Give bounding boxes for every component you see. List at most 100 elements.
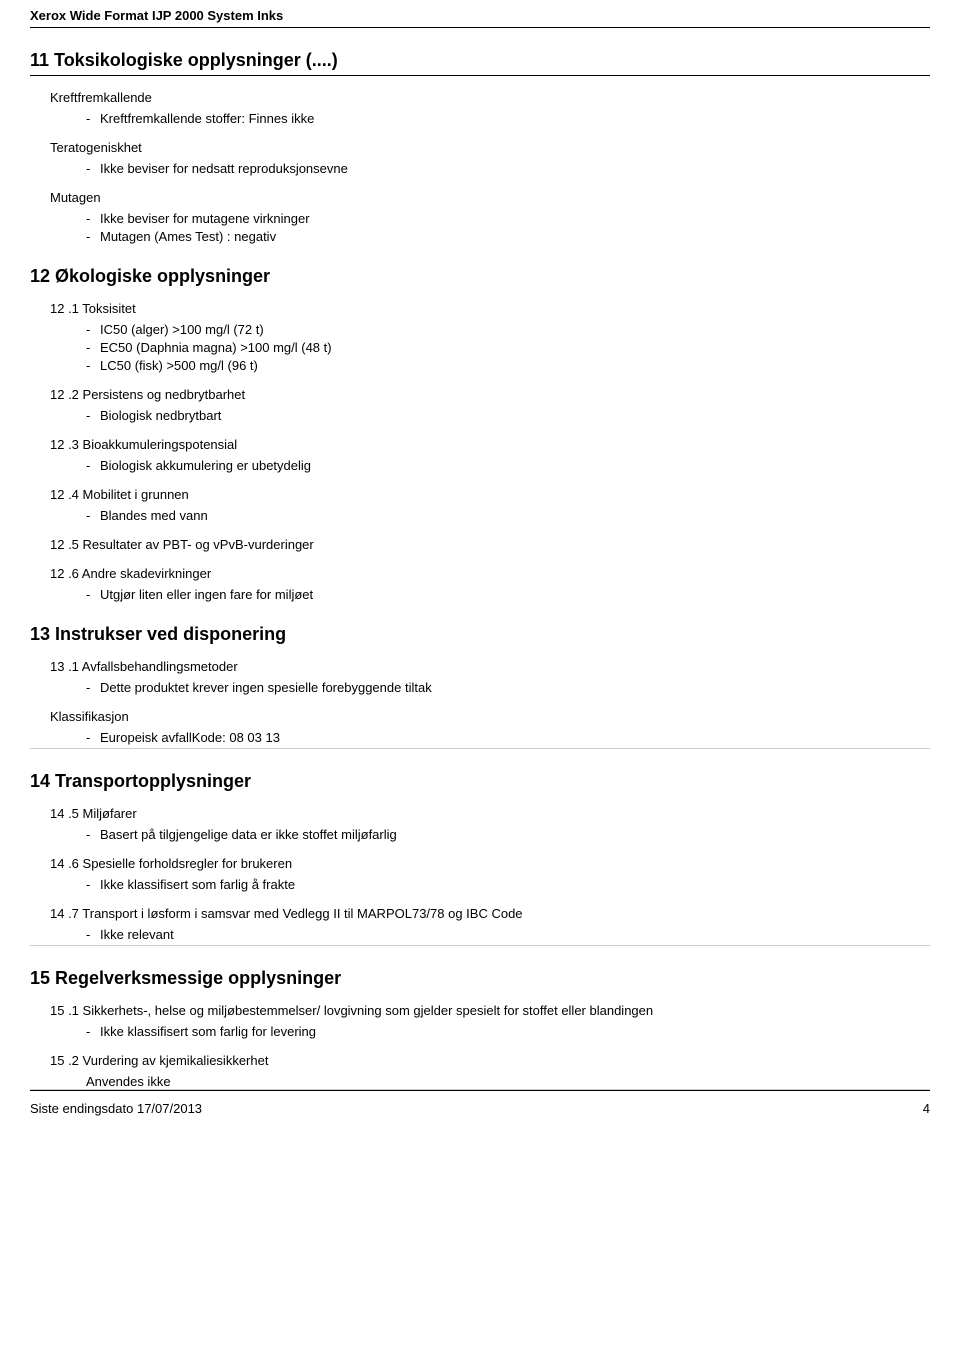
bullet-list: -Biologisk nedbrytbart bbox=[86, 408, 930, 423]
bullet-dash: - bbox=[86, 408, 100, 423]
subsection-label: 12 .4 Mobilitet i grunnen bbox=[50, 487, 930, 502]
section-end-divider bbox=[30, 748, 930, 749]
footer-date: Siste endingsdato 17/07/2013 bbox=[30, 1101, 202, 1116]
bullet-item: -Europeisk avfallKode: 08 03 13 bbox=[86, 730, 930, 745]
subsection-label: 13 .1 Avfallsbehandlingsmetoder bbox=[50, 659, 930, 674]
subsection: Klassifikasjon -Europeisk avfallKode: 08 … bbox=[50, 709, 930, 745]
subsection: 12 .4 Mobilitet i grunnen -Blandes med va… bbox=[50, 487, 930, 523]
bullet-item: -EC50 (Daphnia magna) >100 mg/l (48 t) bbox=[86, 340, 930, 355]
subsection: 15 .1 Sikkerhets-, helse og miljøbestemm… bbox=[50, 1003, 930, 1039]
subsection: Teratogeniskhet -Ikke beviser for nedsatt… bbox=[50, 140, 930, 176]
subsection-label: 15 .2 Vurdering av kjemikaliesikkerhet bbox=[50, 1053, 930, 1068]
bullet-dash: - bbox=[86, 229, 100, 244]
page-footer: Siste endingsdato 17/07/2013 4 bbox=[30, 1101, 930, 1116]
bullet-list: -Ikke klassifisert som farlig å frakte bbox=[86, 877, 930, 892]
bullet-list: -Ikke beviser for nedsatt reproduksjonse… bbox=[86, 161, 930, 176]
bullet-text: Ikke klassifisert som farlig å frakte bbox=[100, 877, 295, 892]
bullet-item: -Dette produktet krever ingen spesielle … bbox=[86, 680, 930, 695]
bullet-text: Biologisk akkumulering er ubetydelig bbox=[100, 458, 311, 473]
bullet-list: -Kreftfremkallende stoffer: Finnes ikke bbox=[86, 111, 930, 126]
bullet-text: Biologisk nedbrytbart bbox=[100, 408, 221, 423]
bullet-item: -Ikke klassifisert som farlig for leveri… bbox=[86, 1024, 930, 1039]
footer-divider bbox=[30, 1090, 930, 1091]
section-title: 12 Økologiske opplysninger bbox=[30, 266, 930, 287]
bullet-dash: - bbox=[86, 877, 100, 892]
bullet-dash: - bbox=[86, 680, 100, 695]
section: 12 Økologiske opplysninger 12 .1 Toksisit… bbox=[30, 266, 930, 602]
subsection: Mutagen-Ikke beviser for mutagene virkni… bbox=[50, 190, 930, 244]
section-title-divider bbox=[30, 75, 930, 76]
subsection-label: 14 .7 Transport i løsform i samsvar med … bbox=[50, 906, 930, 921]
subsection: 14 .5 Miljøfarer -Basert på tilgjengelige… bbox=[50, 806, 930, 842]
bullet-list: -Utgjør liten eller ingen fare for miljø… bbox=[86, 587, 930, 602]
bullet-text: Blandes med vann bbox=[100, 508, 208, 523]
bullet-item: -Ikke klassifisert som farlig å frakte bbox=[86, 877, 930, 892]
section: 14 Transportopplysninger 14 .5 Miljøfarer… bbox=[30, 771, 930, 942]
header-divider bbox=[30, 27, 930, 28]
section-title: 15 Regelverksmessige opplysninger bbox=[30, 968, 930, 989]
bullet-list: -Europeisk avfallKode: 08 03 13 bbox=[86, 730, 930, 745]
section-title: 11 Toksikologiske opplysninger (....) bbox=[30, 50, 930, 71]
section: 11 Toksikologiske opplysninger (....) Kre… bbox=[30, 50, 930, 244]
bullet-dash: - bbox=[86, 730, 100, 745]
bullet-text: Basert på tilgjengelige data er ikke sto… bbox=[100, 827, 397, 842]
footer-page-number: 4 bbox=[923, 1101, 930, 1116]
bullet-dash: - bbox=[86, 161, 100, 176]
bullet-item: -Biologisk akkumulering er ubetydelig bbox=[86, 458, 930, 473]
subsection-label: Kreftfremkallende bbox=[50, 90, 930, 105]
section-title: 14 Transportopplysninger bbox=[30, 771, 930, 792]
subsection-label: 12 .3 Bioakkumuleringspotensial bbox=[50, 437, 930, 452]
bullet-dash: - bbox=[86, 358, 100, 373]
bullet-list: -Dette produktet krever ingen spesielle … bbox=[86, 680, 930, 695]
bullet-item: -Kreftfremkallende stoffer: Finnes ikke bbox=[86, 111, 930, 126]
subsection: 14 .6 Spesielle forholdsregler for bruke… bbox=[50, 856, 930, 892]
bullet-item: -Ikke beviser for mutagene virkninger bbox=[86, 211, 930, 226]
bullet-text: Ikke relevant bbox=[100, 927, 174, 942]
bullet-text: Ikke beviser for mutagene virkninger bbox=[100, 211, 310, 226]
subsection: 13 .1 Avfallsbehandlingsmetoder -Dette pr… bbox=[50, 659, 930, 695]
subsection: Kreftfremkallende -Kreftfremkallende stof… bbox=[50, 90, 930, 126]
document-header: Xerox Wide Format IJP 2000 System Inks bbox=[30, 8, 930, 27]
subsection-label: 12 .2 Persistens og nedbrytbarhet bbox=[50, 387, 930, 402]
bullet-dash: - bbox=[86, 587, 100, 602]
subsection: 12 .1 Toksisitet-IC50 (alger) >100 mg/l … bbox=[50, 301, 930, 373]
bullet-dash: - bbox=[86, 508, 100, 523]
bullet-text: IC50 (alger) >100 mg/l (72 t) bbox=[100, 322, 264, 337]
bullet-text: Mutagen (Ames Test) : negativ bbox=[100, 229, 276, 244]
bullet-dash: - bbox=[86, 111, 100, 126]
bullet-item: -Biologisk nedbrytbart bbox=[86, 408, 930, 423]
bullet-dash: - bbox=[86, 322, 100, 337]
bullet-list: -Biologisk akkumulering er ubetydelig bbox=[86, 458, 930, 473]
plain-text: Anvendes ikke bbox=[86, 1074, 930, 1089]
subsection-label: Klassifikasjon bbox=[50, 709, 930, 724]
bullet-item: -Ikke relevant bbox=[86, 927, 930, 942]
subsection-label: Teratogeniskhet bbox=[50, 140, 930, 155]
bullet-text: EC50 (Daphnia magna) >100 mg/l (48 t) bbox=[100, 340, 332, 355]
section-title: 13 Instrukser ved disponering bbox=[30, 624, 930, 645]
bullet-list: -Ikke relevant bbox=[86, 927, 930, 942]
subsection-label: 14 .5 Miljøfarer bbox=[50, 806, 930, 821]
bullet-text: Utgjør liten eller ingen fare for miljøe… bbox=[100, 587, 313, 602]
bullet-text: Ikke beviser for nedsatt reproduksjonsev… bbox=[100, 161, 348, 176]
bullet-item: -Blandes med vann bbox=[86, 508, 930, 523]
bullet-text: Kreftfremkallende stoffer: Finnes ikke bbox=[100, 111, 314, 126]
bullet-item: -Utgjør liten eller ingen fare for miljø… bbox=[86, 587, 930, 602]
subsection: 15 .2 Vurdering av kjemikaliesikkerhet An… bbox=[50, 1053, 930, 1089]
bullet-item: -Basert på tilgjengelige data er ikke st… bbox=[86, 827, 930, 842]
bullet-dash: - bbox=[86, 211, 100, 226]
bullet-item: -Mutagen (Ames Test) : negativ bbox=[86, 229, 930, 244]
bullet-list: -Ikke klassifisert som farlig for leveri… bbox=[86, 1024, 930, 1039]
subsection-label: 12 .5 Resultater av PBT- og vPvB-vurderi… bbox=[50, 537, 930, 552]
bullet-dash: - bbox=[86, 827, 100, 842]
sections-container: 11 Toksikologiske opplysninger (....) Kre… bbox=[30, 50, 930, 1090]
bullet-item: -LC50 (fisk) >500 mg/l (96 t) bbox=[86, 358, 930, 373]
bullet-list: -IC50 (alger) >100 mg/l (72 t)-EC50 (Dap… bbox=[86, 322, 930, 373]
subsection: 12 .6 Andre skadevirkninger -Utgjør liten… bbox=[50, 566, 930, 602]
subsection-label: 12 .6 Andre skadevirkninger bbox=[50, 566, 930, 581]
bullet-dash: - bbox=[86, 1024, 100, 1039]
subsection-label: 12 .1 Toksisitet bbox=[50, 301, 930, 316]
bullet-list: -Ikke beviser for mutagene virkninger-Mu… bbox=[86, 211, 930, 244]
bullet-dash: - bbox=[86, 927, 100, 942]
bullet-dash: - bbox=[86, 340, 100, 355]
subsection: 12 .2 Persistens og nedbrytbarhet -Biolog… bbox=[50, 387, 930, 423]
